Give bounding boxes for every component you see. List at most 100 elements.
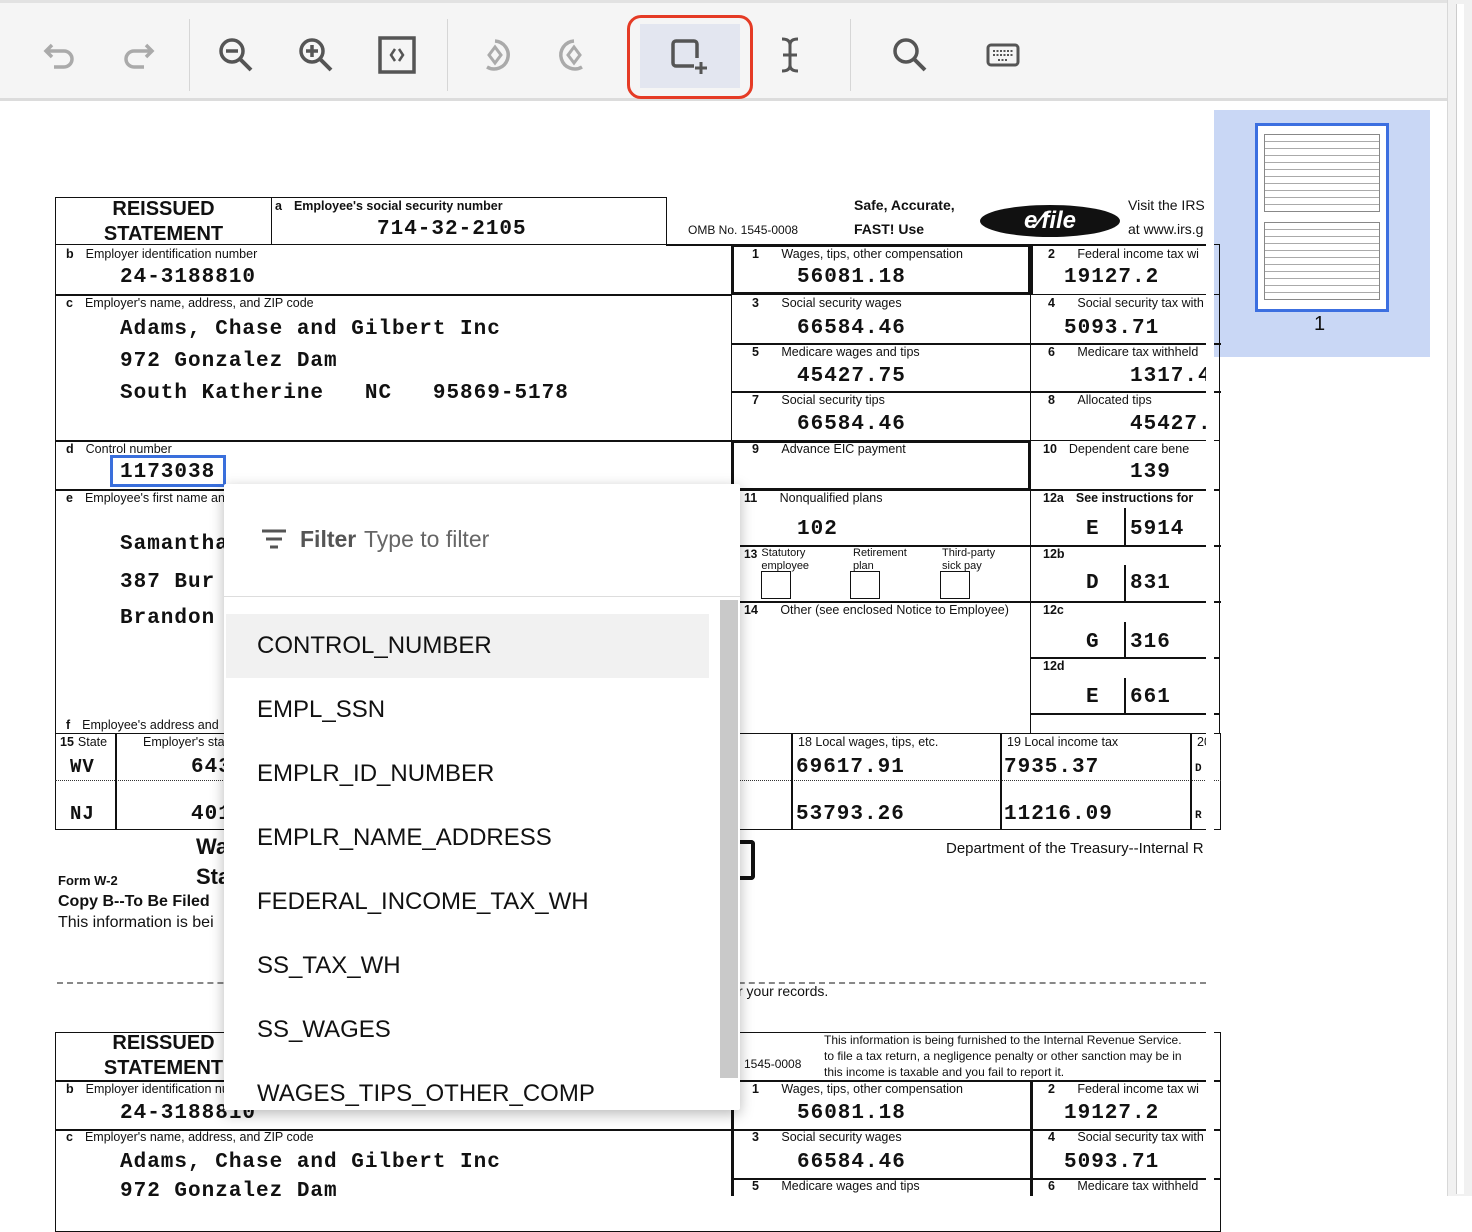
text-select-button[interactable] — [760, 23, 820, 87]
box12d-code[interactable]: E — [1086, 686, 1100, 709]
employer-name[interactable]: Adams, Chase and Gilbert Inc — [120, 1151, 501, 1174]
employee-city[interactable]: Brandon — [120, 607, 216, 630]
box11-value[interactable]: 102 — [797, 518, 838, 541]
undo-button[interactable] — [30, 23, 90, 87]
thirdparty-checkbox[interactable] — [940, 571, 970, 599]
redo-button[interactable] — [108, 23, 168, 87]
toolbar-divider — [447, 19, 448, 91]
box7-label: Social security tips — [781, 393, 885, 407]
rotate-right-button[interactable] — [544, 23, 604, 87]
box12a-code[interactable]: E — [1086, 518, 1100, 541]
keyboard-button[interactable] — [973, 23, 1033, 87]
ein-value[interactable]: 24-3188810 — [120, 266, 257, 289]
dropdown-item[interactable]: EMPL_SSN — [257, 696, 386, 723]
state-label: State — [77, 735, 108, 749]
divider — [1124, 565, 1126, 601]
box3-value[interactable]: 66584.46 — [797, 317, 906, 340]
divider — [731, 1080, 734, 1196]
toolbar-divider — [189, 19, 190, 91]
text-cursor-icon — [781, 37, 799, 73]
box1-value[interactable]: 56081.18 — [797, 1102, 906, 1125]
dropdown-scrollbar[interactable] — [720, 600, 738, 1078]
ein-value[interactable]: 24-3188810 — [120, 1102, 257, 1125]
control-number-label: Control number — [85, 442, 172, 456]
employee-name[interactable]: Samantha — [120, 533, 229, 556]
retirement-label: Retirement plan — [853, 547, 907, 572]
dropdown-item[interactable]: SS_TAX_WH — [257, 952, 401, 979]
divider — [731, 545, 1221, 547]
box12b-value[interactable]: 831 — [1130, 572, 1171, 595]
box12a-value[interactable]: 5914 — [1130, 518, 1185, 541]
retirement-checkbox[interactable] — [850, 571, 880, 599]
fit-page-button[interactable] — [367, 23, 427, 87]
box10-label: Dependent care bene — [1068, 442, 1190, 456]
filter-row[interactable]: Filter Type to filter — [224, 484, 740, 597]
state-value[interactable]: NJ — [70, 803, 95, 825]
employer-state-id[interactable]: 401 — [191, 803, 232, 826]
box9 — [731, 440, 1031, 491]
box8-value[interactable]: 45427. — [1130, 413, 1212, 436]
ein-label: Employer identification number — [85, 247, 258, 261]
box2-label: Federal income tax wi — [1077, 1082, 1199, 1096]
dropdown-item[interactable]: CONTROL_NUMBER — [226, 614, 709, 678]
box7-value[interactable]: 66584.46 — [797, 413, 906, 436]
control-number-selection[interactable] — [110, 455, 226, 487]
box2-value[interactable]: 19127.2 — [1064, 266, 1160, 289]
divider — [55, 1129, 1221, 1131]
local-tax[interactable]: 7935.37 — [1004, 756, 1100, 779]
search-button[interactable] — [880, 23, 940, 87]
page-thumbnail[interactable] — [1255, 123, 1389, 312]
undo-icon — [43, 43, 74, 69]
divider — [55, 294, 732, 296]
box1-value[interactable]: 56081.18 — [797, 266, 906, 289]
statutory-checkbox[interactable] — [761, 571, 791, 599]
active-tool-bg — [640, 24, 740, 88]
box2-label: Federal income tax wi — [1077, 247, 1199, 261]
ssn-value[interactable]: 714-32-2105 — [377, 218, 527, 241]
employer-street[interactable]: 972 Gonzalez Dam — [120, 350, 338, 373]
dropdown-item[interactable]: EMPLR_ID_NUMBER — [257, 760, 495, 787]
employer-city[interactable]: South Katherine NC 95869-5178 — [120, 382, 569, 405]
divider — [731, 601, 1221, 603]
box10-value[interactable]: 139 — [1130, 461, 1171, 484]
locality[interactable]: R — [1195, 810, 1203, 822]
box12c-code[interactable]: G — [1086, 631, 1100, 654]
box11-label: Nonqualified plans — [779, 491, 883, 505]
employer-street[interactable]: 972 Gonzalez Dam — [120, 1180, 338, 1203]
state-value[interactable]: WV — [70, 756, 95, 778]
box5-value[interactable]: 45427.75 — [797, 365, 906, 388]
dropdown-item[interactable]: FEDERAL_INCOME_TAX_WH — [257, 888, 589, 915]
add-box-button[interactable] — [627, 15, 753, 99]
locality[interactable]: D — [1195, 763, 1203, 775]
box4-value[interactable]: 5093.71 — [1064, 1151, 1160, 1174]
box6-value[interactable]: 1317.4 — [1130, 365, 1212, 388]
safe-text: Safe, Accurate, — [854, 197, 955, 213]
box12c-value[interactable]: 316 — [1130, 631, 1171, 654]
box5-label: Medicare wages and tips — [781, 345, 920, 359]
zoom-out-button[interactable] — [206, 23, 266, 87]
box2-value[interactable]: 19127.2 — [1064, 1102, 1160, 1125]
dropdown-item[interactable]: EMPLR_NAME_ADDRESS — [257, 824, 552, 851]
employer-state-id[interactable]: 643 — [191, 756, 232, 779]
box12d-value[interactable]: 661 — [1130, 686, 1171, 709]
zoom-in-button[interactable] — [286, 23, 346, 87]
dropdown-item[interactable]: WAGES_TIPS_OTHER_COMP — [257, 1080, 595, 1107]
page-scrollbar[interactable] — [1447, 0, 1472, 1196]
employer-name[interactable]: Adams, Chase and Gilbert Inc — [120, 318, 501, 341]
scrollbar-thumb[interactable] — [1456, 4, 1464, 1194]
rotate-left-button[interactable] — [465, 23, 525, 87]
divider — [1190, 733, 1192, 830]
local-tax[interactable]: 11216.09 — [1004, 803, 1113, 826]
divider — [1124, 508, 1126, 545]
bracket — [737, 840, 755, 880]
employee-street[interactable]: 387 Bur — [120, 571, 216, 594]
box12b-code[interactable]: D — [1086, 572, 1100, 595]
box3-value[interactable]: 66584.46 — [797, 1151, 906, 1174]
control-number-value[interactable]: 1173038 — [120, 461, 216, 484]
box4-value[interactable]: 5093.71 — [1064, 317, 1160, 340]
local-wages[interactable]: 69617.91 — [796, 756, 905, 779]
local-wages[interactable]: 53793.26 — [796, 803, 905, 826]
box1 — [731, 244, 1031, 295]
dropdown-item[interactable]: SS_WAGES — [257, 1016, 391, 1043]
filter-input[interactable]: Type to filter — [364, 526, 490, 552]
